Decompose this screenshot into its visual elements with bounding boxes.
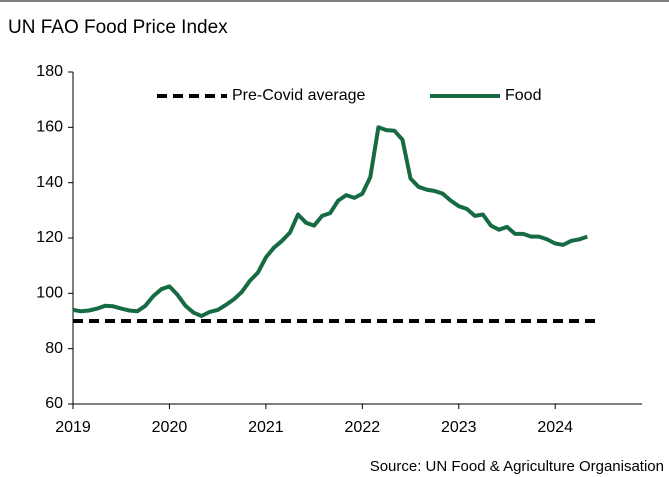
x-tick-label: 2019 — [55, 419, 91, 436]
y-tick-label: 80 — [45, 340, 63, 357]
chart-title: UN FAO Food Price Index — [8, 17, 228, 38]
legend-label: Food — [505, 87, 541, 104]
y-tick-label: 120 — [36, 229, 63, 246]
y-tick-label: 180 — [36, 63, 63, 80]
y-tick-label: 60 — [45, 395, 63, 412]
y-tick-label: 100 — [36, 285, 63, 302]
legend-label: Pre-Covid average — [232, 87, 366, 104]
y-tick-label: 160 — [36, 119, 63, 136]
series-line — [72, 125, 588, 318]
x-tick-label: 2024 — [537, 419, 573, 436]
x-tick-label: 2023 — [441, 419, 477, 436]
y-tick-label: 140 — [36, 174, 63, 191]
source: Source: UN Food & Agriculture Organisati… — [370, 458, 664, 475]
x-tick-label: 2020 — [152, 419, 188, 436]
x-tick-label: 2022 — [345, 419, 381, 436]
x-tick-label: 2021 — [248, 419, 284, 436]
